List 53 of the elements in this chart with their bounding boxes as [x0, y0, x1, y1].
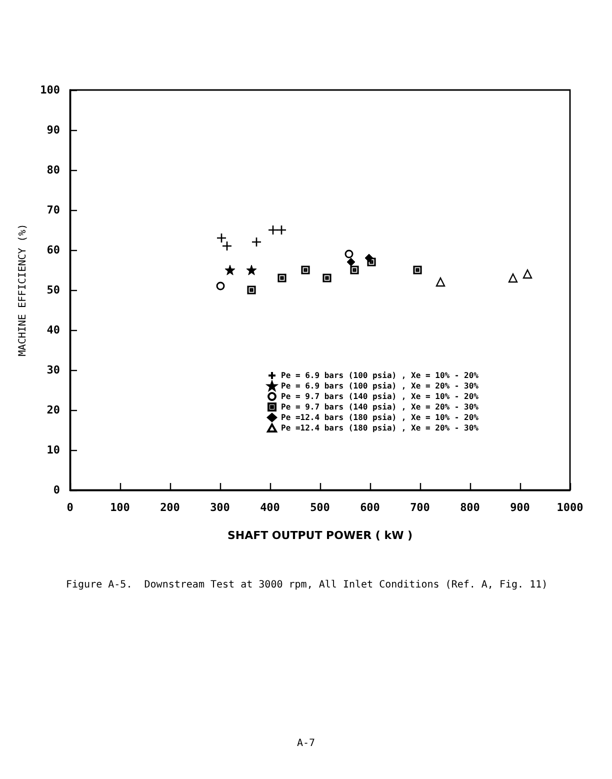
point — [346, 258, 356, 266]
y-tick-label: 80 — [46, 164, 60, 176]
y-axis-title: MACHINE EFFICIENCY (%) — [18, 224, 28, 356]
y-tick-label: 0 — [53, 484, 60, 496]
point — [413, 266, 422, 274]
x-tick-label: 700 — [410, 501, 430, 514]
point — [247, 286, 256, 294]
legend-label: Pe = 6.9 bars (100 psia) , Xe = 10% - 20% — [281, 371, 479, 380]
x-tick-label: 600 — [360, 501, 380, 514]
x-tick-label: 0 — [66, 501, 74, 514]
point — [350, 266, 359, 274]
y-tick-label: 50 — [46, 284, 60, 296]
point — [216, 282, 225, 290]
text: Figure A-5. Downstream Test at 3000 rpm, All Inlet Conditions (Ref. A, Fig. 11) — [66, 580, 548, 590]
y-tick-label: 10 — [46, 444, 60, 456]
point — [344, 250, 354, 258]
point — [522, 269, 532, 279]
y-tick-label: 70 — [46, 204, 60, 216]
y-tick-label: 100 — [40, 84, 60, 96]
point — [216, 232, 227, 244]
legend-label: Pe =12.4 bars (180 psia) , Xe = 10% - 20% — [281, 413, 479, 422]
point — [301, 266, 310, 274]
y-tick-label: 20 — [46, 404, 60, 416]
legend-label: Pe = 6.9 bars (100 psia) , Xe = 20% - 30% — [281, 382, 479, 390]
point — [508, 273, 518, 283]
point — [224, 264, 236, 276]
point — [268, 224, 278, 236]
x-tick-label: 400 — [260, 501, 280, 514]
y-tick-label: 90 — [46, 124, 60, 136]
point — [276, 224, 287, 236]
point — [322, 274, 332, 282]
x-tick-label: 200 — [160, 501, 180, 514]
y-tick-label: 30 — [46, 364, 60, 376]
legend-label: Pe = 9.7 bars (140 psia) , Xe = 20% - 30% — [281, 402, 479, 412]
point — [436, 277, 446, 287]
y-tick-label: 40 — [46, 324, 60, 336]
point — [364, 254, 374, 262]
point — [278, 274, 286, 282]
x-tick-label: 800 — [460, 501, 480, 514]
x-tick-label: 100 — [110, 501, 130, 514]
point — [251, 236, 262, 248]
text: A-7 — [296, 738, 316, 749]
legend-label: Pe =12.4 bars (180 psia) , Xe = 20% - 30% — [281, 424, 479, 432]
x-axis-title: SHAFT OUTPUT POWER ( kW ) — [227, 529, 413, 542]
point — [246, 264, 257, 276]
point — [222, 240, 232, 252]
x-tick-label: 1000 — [556, 501, 584, 514]
point — [367, 258, 376, 266]
y-tick-label: 60 — [46, 244, 60, 256]
x-tick-label: 900 — [510, 501, 530, 514]
x-tick-label: 300 — [210, 501, 230, 514]
x-tick-label: 500 — [310, 501, 330, 514]
legend-label: Pe = 9.7 bars (140 psia) , Xe = 10% - 20% — [281, 392, 479, 401]
